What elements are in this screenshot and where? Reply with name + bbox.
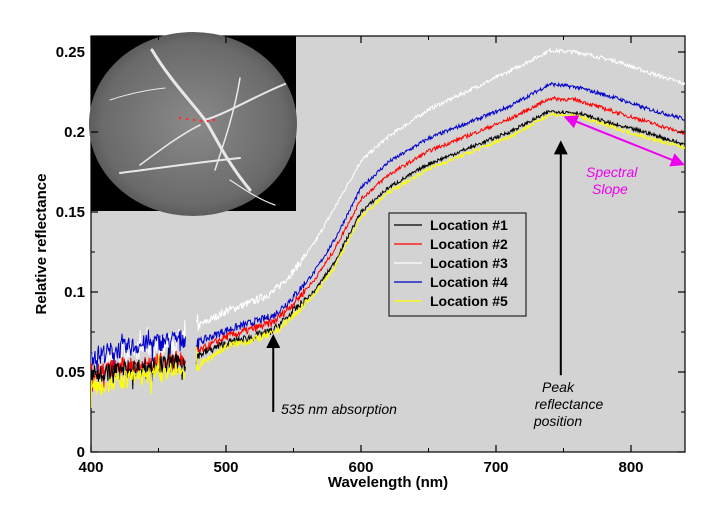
series-line-location-3 [91,46,685,367]
legend-label: Location #5 [430,293,508,309]
x-tick-label: 800 [618,459,643,476]
annotation-peak: Peak reflectance position [533,140,604,429]
annotation-535nm: 535 nm absorption [266,333,397,417]
y-tick-label: 0.05 [56,364,85,381]
legend-label: Location #1 [430,217,508,233]
annotation-peak-line3: position [533,413,582,429]
x-axis-title: Wavelength (nm) [328,474,448,491]
annotation-slope-line2: Slope [592,181,628,197]
y-tick-label: 0.25 [56,44,85,61]
annotation-peak-line1: Peak [542,379,575,395]
legend: Location #1 Location #2 Location #3 Locatio… [388,212,527,317]
annotation-peak-line2: reflectance [535,396,604,412]
y-tick-label: 0.1 [64,284,85,301]
series-line-location-4 [91,81,685,372]
annotation-spectral-slope: Spectral Slope [563,115,685,197]
x-tick-label: 700 [483,459,508,476]
y-axis-title: Relative reflectance [33,174,50,315]
y-tick-label: 0.15 [56,204,85,221]
fundus-image-inset [89,32,297,216]
x-tick-label: 400 [78,459,103,476]
x-tick-label: 500 [213,459,238,476]
axes: 400 500 600 700 800 0 0.05 0.1 0.15 0.2 0.25 [56,36,685,476]
series-layer [91,46,685,409]
legend-label: Location #2 [430,236,508,252]
legend-label: Location #3 [430,255,508,271]
annotation-slope-line1: Spectral [586,164,638,180]
y-tick-label: 0.2 [64,124,85,141]
annotation-535nm-text: 535 nm absorption [281,401,397,417]
legend-label: Location #4 [430,274,508,290]
x-tick-label: 600 [348,459,373,476]
y-tick-label: 0 [77,444,85,461]
